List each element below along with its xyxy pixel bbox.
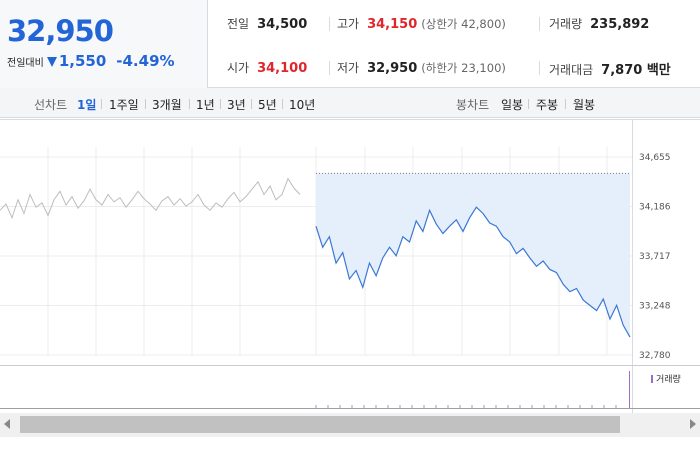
price-chart[interactable]: 34,655 34,186 33,717 33,248 32,780 거래량 bbox=[0, 119, 700, 450]
divider bbox=[539, 61, 540, 75]
candle-weekly[interactable]: 주봉 bbox=[536, 98, 559, 112]
period-10y[interactable]: 10년 bbox=[289, 98, 316, 112]
down-triangle-icon bbox=[46, 56, 57, 67]
open-value: 34,100 bbox=[257, 61, 308, 76]
y-tick-label: 34,655 bbox=[639, 153, 671, 163]
candle-chart-label: 봉차트 bbox=[456, 98, 490, 112]
stat-high: 고가 34,150 (상한가 42,800) bbox=[337, 15, 506, 32]
y-axis-ticks: 34,655 34,186 33,717 33,248 32,780 bbox=[639, 153, 671, 361]
upper-limit: (상한가 42,800) bbox=[421, 17, 506, 31]
y-tick-label: 34,186 bbox=[639, 203, 671, 213]
y-tick-label: 32,780 bbox=[639, 351, 671, 361]
divider bbox=[539, 17, 540, 31]
stats-grid: 전일 34,500 고가 34,150 (상한가 42,800) 거래량 235… bbox=[209, 0, 700, 88]
divider bbox=[145, 99, 146, 109]
stat-volume: 거래량 235,892 bbox=[549, 15, 649, 32]
period-1d[interactable]: 1일 bbox=[77, 98, 97, 112]
stat-low: 저가 32,950 (하한가 23,100) bbox=[337, 59, 506, 76]
price-chart-svg: 34,655 34,186 33,717 33,248 32,780 거래량 bbox=[0, 119, 700, 413]
volume-legend-swatch bbox=[651, 375, 653, 383]
open-label: 시가 bbox=[227, 61, 250, 75]
prev-close-value: 34,500 bbox=[257, 17, 308, 32]
high-label: 고가 bbox=[337, 17, 360, 31]
divider bbox=[329, 61, 330, 75]
stock-summary-header: 32,950 전일대비 1,550 -4.49% 전일 34,500 고가 34… bbox=[0, 0, 700, 88]
period-1y[interactable]: 1년 bbox=[196, 98, 215, 112]
divider bbox=[565, 99, 566, 109]
today-fill-area bbox=[316, 172, 630, 338]
current-price: 32,950 bbox=[7, 14, 114, 48]
stat-open: 시가 34,100 bbox=[227, 59, 307, 76]
divider bbox=[189, 99, 190, 109]
divider bbox=[282, 99, 283, 109]
series-lines bbox=[0, 177, 631, 338]
period-3y[interactable]: 3년 bbox=[227, 98, 246, 112]
high-value: 34,150 bbox=[367, 17, 418, 32]
y-tick-label: 33,248 bbox=[639, 302, 671, 312]
stat-prev-close: 전일 34,500 bbox=[227, 15, 307, 32]
period-3m[interactable]: 3개월 bbox=[152, 98, 182, 112]
prev-close-label: 전일 bbox=[227, 17, 250, 31]
divider bbox=[251, 99, 252, 109]
divider bbox=[528, 99, 529, 109]
amount-value: 7,870 백만 bbox=[601, 63, 671, 78]
candle-daily[interactable]: 일봉 bbox=[501, 98, 524, 112]
divider bbox=[101, 99, 102, 109]
line-chart-label: 선차트 bbox=[34, 98, 68, 112]
change-label: 전일대비 bbox=[7, 57, 44, 69]
y-tick-label: 33,717 bbox=[639, 252, 671, 262]
scroll-left-arrow-icon[interactable] bbox=[4, 419, 10, 429]
divider bbox=[329, 17, 330, 31]
lower-limit: (하한가 23,100) bbox=[421, 61, 506, 75]
chart-toolbar: 선차트 1일 1주일 3개월 1년 3년 5년 10년 봉차트 일봉 주봉 월봉 bbox=[0, 88, 700, 118]
today-area-fill bbox=[316, 173, 630, 338]
divider bbox=[220, 99, 221, 109]
volume-value: 235,892 bbox=[590, 17, 650, 32]
stat-amount: 거래대금 7,870 백만 bbox=[549, 59, 671, 78]
scroll-thumb[interactable] bbox=[20, 416, 620, 433]
volume-legend-label: 거래량 bbox=[656, 373, 681, 385]
change-row: 전일대비 1,550 -4.49% bbox=[7, 52, 175, 70]
change-percent: -4.49% bbox=[116, 52, 175, 70]
chart-scrollbar[interactable] bbox=[0, 413, 700, 437]
candle-monthly[interactable]: 월봉 bbox=[573, 98, 596, 112]
volume-panel: 거래량 bbox=[315, 371, 681, 408]
series-previous-line bbox=[0, 177, 301, 220]
scroll-right-arrow-icon[interactable] bbox=[690, 419, 696, 429]
series-today-line bbox=[315, 206, 631, 338]
change-value: 1,550 bbox=[58, 52, 107, 70]
period-5y[interactable]: 5년 bbox=[258, 98, 277, 112]
current-price-box: 32,950 전일대비 1,550 -4.49% bbox=[0, 0, 208, 88]
low-value: 32,950 bbox=[367, 61, 418, 76]
volume-label: 거래량 bbox=[549, 17, 583, 31]
low-label: 저가 bbox=[337, 61, 360, 75]
period-1w[interactable]: 1주일 bbox=[109, 98, 139, 112]
amount-label: 거래대금 bbox=[549, 63, 594, 77]
